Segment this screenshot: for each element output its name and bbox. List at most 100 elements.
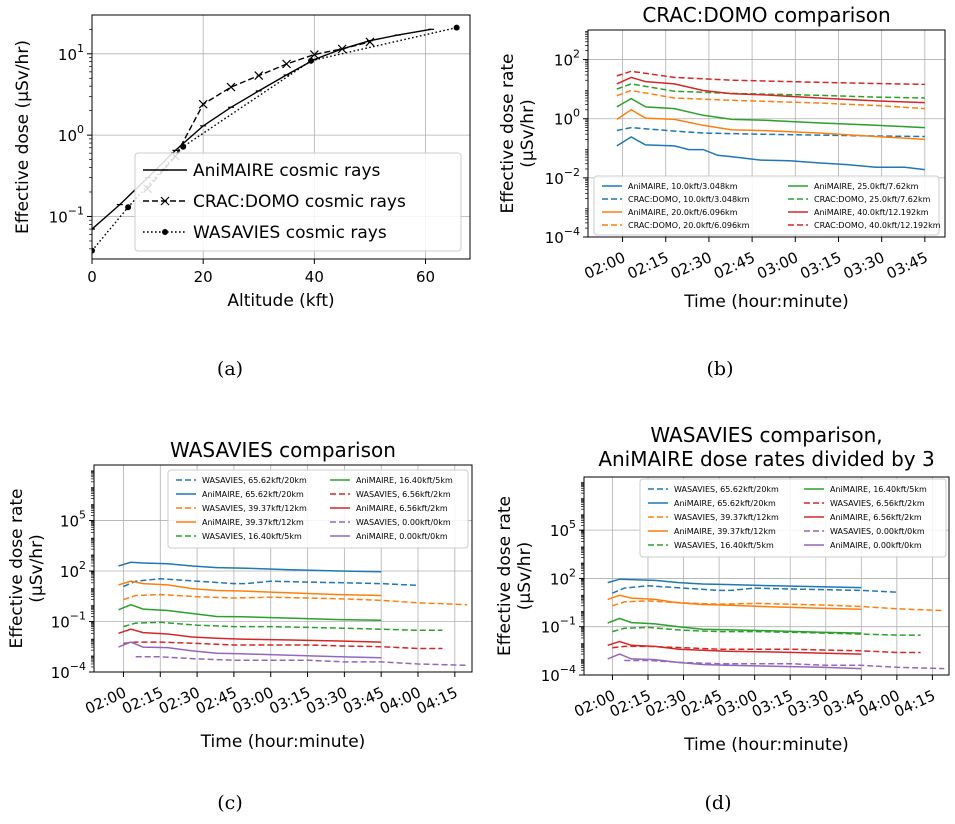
panel-c-series-line-animaire-6-56kft-2km xyxy=(118,628,382,643)
panel-a-legend-marker xyxy=(162,229,168,235)
panel-a-marker-x xyxy=(365,37,375,47)
panel-d-series-line-animaire-65-62kft-20km xyxy=(607,578,862,589)
panel-d-y-axis-label: (μSv/hr) xyxy=(515,542,535,610)
panel-b-series-line-animaire-10-0kft-3-048km xyxy=(616,136,925,171)
panel-a-legend-label-wasavies-cosmic-rays: WASAVIES cosmic rays xyxy=(193,223,387,243)
panel-a-y-tick-label: 101 xyxy=(58,42,84,64)
panel-c-series-line-wasavies-16-40kft-5km xyxy=(123,621,443,632)
panel-a-y-axis-label: Effective dose (μSv/hr) xyxy=(13,40,33,234)
panel-a: 0 20 40 60 10−1 100 101 Altitude (kft) Effective… xyxy=(13,14,471,311)
panel-c: 02:0002:1502:3002:4503:0003:1503:3003:45… xyxy=(7,438,473,752)
panel-b-x-tick-label: 02:45 xyxy=(711,248,758,283)
panel-c-x-axis-label: Time (hour:minute) xyxy=(200,732,366,752)
panel-c-series-line-animaire-0-00kft-0km xyxy=(118,641,382,659)
panel-d-legend-label-animaire-39-37kft-12km: AniMAIRE, 39.37kft/12km xyxy=(674,527,776,536)
panel-b-legend-box xyxy=(593,175,940,236)
panel-b-axes-frame xyxy=(587,29,946,238)
panel-c-series-group xyxy=(118,561,468,667)
panel-a-axes-frame xyxy=(91,14,471,260)
panel-a-marker-dot xyxy=(180,143,187,150)
panel-a-legend-label-animaire-cosmic-rays: AniMAIRE cosmic rays xyxy=(193,161,381,181)
panel-a-marker-x xyxy=(309,50,319,59)
panel-b: 02:0002:1502:3002:4503:0003:1503:3003:45… xyxy=(498,3,946,312)
panel-a-marker-x xyxy=(226,82,236,92)
panel-b-legend-label-animaire-25-0kft-7-62km: AniMAIRE, 25.0kft/7.62km xyxy=(814,182,919,191)
panel-a-marker-x xyxy=(198,99,208,109)
panel-d-legend-label-wasavies-65-62kft-20km: WASAVIES, 65.62kft/20km xyxy=(674,485,779,494)
panel-b-y-axis-label: Effective dose rate xyxy=(498,53,518,213)
panel-c-axes-frame xyxy=(93,464,473,673)
panel-a-marker-x xyxy=(254,71,264,80)
panel-d-series-line-animaire-0-00kft-0km xyxy=(607,653,862,670)
panel-c-x-tick-label: 04:15 xyxy=(414,683,461,718)
panel-d-legend-label-animaire-16-40kft-5km: AniMAIRE, 16.40kft/5km xyxy=(830,485,927,494)
panel-b-legend-label-animaire-40-0kft-12-192km: AniMAIRE, 40.0kft/12.192km xyxy=(814,208,929,217)
panel-b-x-tick-label: 03:15 xyxy=(797,248,844,283)
panel-d-legend-label-wasavies-39-37kft-12km: WASAVIES, 39.37kft/12km xyxy=(674,513,779,522)
panel-d-legend-box xyxy=(639,478,947,558)
panel-a-marker-dot xyxy=(308,57,315,64)
panel-a-x-tick-label: 0 xyxy=(87,268,97,286)
panel-c-legend-label-wasavies-65-62kft-20km: WASAVIES, 65.62kft/20km xyxy=(202,476,307,485)
panel-b-x-tick-label: 02:30 xyxy=(668,248,715,283)
panel-a-x-tick-label: 20 xyxy=(194,268,213,286)
panel-a-y-tick-label: 100 xyxy=(58,123,84,145)
panel-b-x-axis-label: Time (hour:minute) xyxy=(683,292,849,312)
panel-c-y-tick-label: 102 xyxy=(60,559,86,581)
panel-a-legend-marker xyxy=(160,196,170,206)
panel-c-series-line-animaire-65-62kft-20km xyxy=(118,561,382,573)
panel-d-y-tick-label: 102 xyxy=(550,566,576,588)
caption-a: (a) xyxy=(217,358,243,380)
caption-b: (b) xyxy=(707,358,734,380)
panel-d-series-group xyxy=(607,578,945,670)
panel-c-series-line-wasavies-0-00kft-0km xyxy=(135,656,468,667)
panel-c-legend-label-wasavies-16-40kft-5km: WASAVIES, 16.40kft/5km xyxy=(202,532,302,541)
panel-b-y-tick-label: 10−4 xyxy=(545,225,580,247)
panel-b-series-group xyxy=(616,70,925,171)
panel-c-series-line-wasavies-65-62kft-20km xyxy=(123,577,419,588)
panel-b-legend-label-crac-domo-40-0kft-12-192km: CRAC:DOMO, 40.0kft/12.192km xyxy=(814,221,941,230)
panel-a-marker-dot xyxy=(125,204,132,211)
panel-b-y-tick-label: 102 xyxy=(554,48,580,70)
panel-d-x-tick-label: 04:15 xyxy=(891,686,938,721)
panel-c-legend-label-animaire-39-37kft-12km: AniMAIRE, 39.37kft/12km xyxy=(202,518,304,527)
panel-a-marker-x xyxy=(282,59,291,69)
panel-c-y-tick-label: 105 xyxy=(60,509,86,531)
panel-a-marker-x xyxy=(337,44,347,54)
panel-d-legend-label-wasavies-6-56kft-2km: WASAVIES, 6.56kft/2km xyxy=(830,499,925,508)
panel-b-y-tick-label: 10−2 xyxy=(545,166,580,188)
panel-b-x-tick-label: 03:30 xyxy=(841,248,888,283)
caption-c: (c) xyxy=(217,792,242,814)
panel-c-y-tick-label: 10−1 xyxy=(51,610,86,632)
panel-b-legend-label-crac-domo-10-0kft-3-048km: CRAC:DOMO, 10.0kft/3.048km xyxy=(628,195,750,204)
panel-a-y-tick-label: 10−1 xyxy=(49,204,84,226)
panel-d-chart-title: WASAVIES comparison, xyxy=(650,423,882,447)
panel-d-series-line-wasavies-16-40kft-5km xyxy=(612,626,921,636)
panel-a-x-tick-label: 60 xyxy=(416,268,435,286)
panel-c-y-axis-label: Effective dose rate xyxy=(7,488,27,648)
panel-c-legend-label-wasavies-39-37kft-12km: WASAVIES, 39.37kft/12km xyxy=(202,504,307,513)
panel-b-legend-label-animaire-20-0kft-6-096km: AniMAIRE, 20.0kft/6.096km xyxy=(628,208,738,217)
panel-a-marker-dot xyxy=(92,247,95,254)
panel-a-marker-dot xyxy=(453,24,460,31)
panel-d-y-axis-label: Effective dose rate xyxy=(495,496,515,656)
panel-b-series-line-crac-domo-10-0kft-3-048km xyxy=(616,126,925,138)
panel-d-legend-label-wasavies-16-40kft-5km: WASAVIES, 16.40kft/5km xyxy=(674,541,774,550)
panel-d-axes-frame xyxy=(583,476,950,676)
panel-b-series-line-animaire-20-0kft-6-096km xyxy=(616,108,925,141)
panel-d: 02:0002:1502:3002:4503:0003:1503:3003:45… xyxy=(495,423,950,755)
panel-b-legend-label-animaire-10-0kft-3-048km: AniMAIRE, 10.0kft/3.048km xyxy=(628,182,738,191)
panel-c-legend-label-wasavies-0-00kft-0km: WASAVIES, 0.00kft/0km xyxy=(356,518,451,527)
panel-c-y-axis-label: (μSv/hr) xyxy=(27,534,47,602)
panel-d-legend-label-animaire-65-62kft-20km: AniMAIRE, 65.62kft/20km xyxy=(674,499,776,508)
panel-a-x-tick-label: 40 xyxy=(305,268,324,286)
panel-c-chart-title: WASAVIES comparison xyxy=(170,438,396,462)
panel-d-series-line-wasavies-39-37kft-12km xyxy=(612,600,945,612)
panel-c-y-tick-label: 10−4 xyxy=(51,660,86,682)
panel-c-legend-label-wasavies-6-56kft-2km: WASAVIES, 6.56kft/2km xyxy=(356,490,451,499)
panel-c-series-line-wasavies-39-37kft-12km xyxy=(123,593,468,606)
panel-d-legend-label-wasavies-0-00kft-0km: WASAVIES, 0.00kft/0km xyxy=(830,527,925,536)
panel-d-chart-title: AniMAIRE dose rates divided by 3 xyxy=(598,447,934,471)
panel-a-legend-label-crac-domo-cosmic-rays: CRAC:DOMO cosmic rays xyxy=(193,192,406,212)
